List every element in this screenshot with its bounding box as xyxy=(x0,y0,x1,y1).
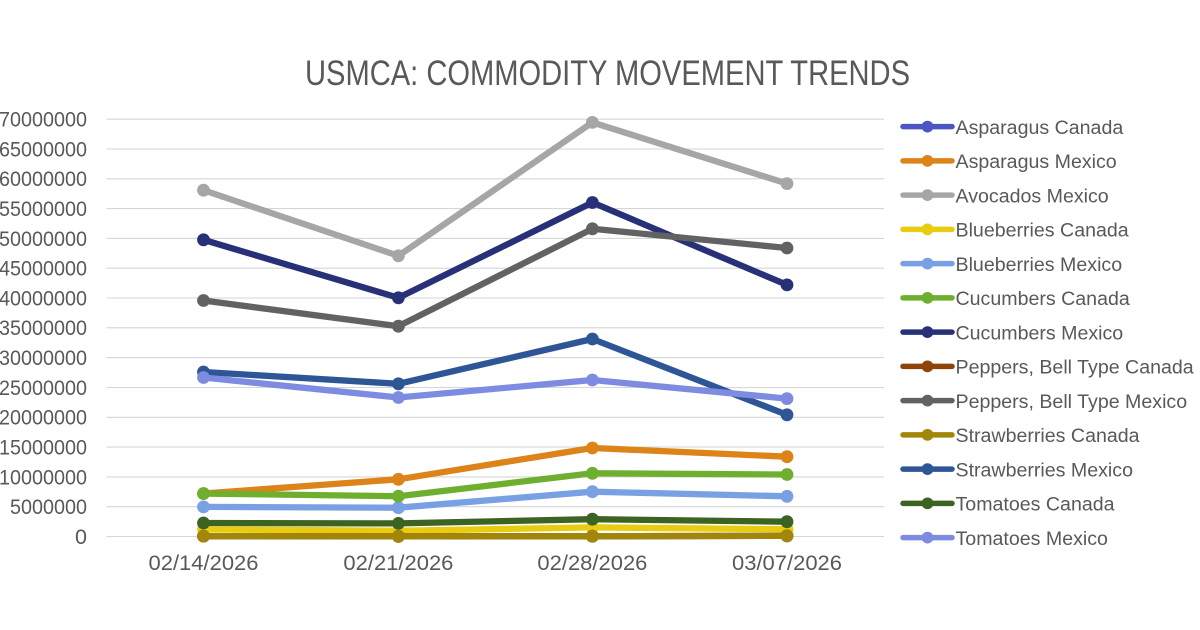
svg-text:Strawberries Mexico: Strawberries Mexico xyxy=(956,459,1134,481)
svg-text:50000000: 50000000 xyxy=(0,227,87,251)
svg-text:65000000: 65000000 xyxy=(0,137,87,161)
svg-text:60000000: 60000000 xyxy=(0,167,87,191)
svg-text:55000000: 55000000 xyxy=(0,197,87,221)
svg-text:Peppers, Bell Type Canada: Peppers, Bell Type Canada xyxy=(956,357,1194,379)
svg-text:02/28/2026: 02/28/2026 xyxy=(537,551,647,575)
svg-text:Asparagus Canada: Asparagus Canada xyxy=(956,117,1124,139)
svg-text:5000000: 5000000 xyxy=(10,495,87,519)
svg-text:Asparagus Mexico: Asparagus Mexico xyxy=(956,151,1117,173)
svg-text:Blueberries Mexico: Blueberries Mexico xyxy=(956,254,1123,276)
svg-text:Cucumbers Mexico: Cucumbers Mexico xyxy=(956,322,1124,344)
svg-text:Tomatoes Canada: Tomatoes Canada xyxy=(956,494,1115,516)
svg-text:25000000: 25000000 xyxy=(0,376,87,400)
svg-text:35000000: 35000000 xyxy=(0,316,87,340)
svg-text:Tomatoes Mexico: Tomatoes Mexico xyxy=(956,528,1109,550)
svg-text:15000000: 15000000 xyxy=(0,436,87,460)
svg-text:70000000: 70000000 xyxy=(0,108,87,132)
svg-text:30000000: 30000000 xyxy=(0,346,87,370)
svg-text:Strawberries Canada: Strawberries Canada xyxy=(956,425,1140,447)
svg-text:40000000: 40000000 xyxy=(0,286,87,310)
svg-text:Cucumbers Canada: Cucumbers Canada xyxy=(956,288,1130,310)
svg-text:03/07/2026: 03/07/2026 xyxy=(732,551,842,575)
svg-text:0: 0 xyxy=(75,525,87,549)
svg-text:Avocados Mexico: Avocados Mexico xyxy=(956,185,1109,207)
svg-text:10000000: 10000000 xyxy=(0,465,87,489)
svg-text:02/21/2026: 02/21/2026 xyxy=(343,551,453,575)
svg-text:USMCA: COMMODITY MOVEMENT TREN: USMCA: COMMODITY MOVEMENT TRENDS xyxy=(305,53,910,93)
svg-text:02/14/2026: 02/14/2026 xyxy=(149,551,259,575)
svg-text:45000000: 45000000 xyxy=(0,257,87,281)
svg-text:Blueberries Canada: Blueberries Canada xyxy=(956,220,1129,242)
svg-text:20000000: 20000000 xyxy=(0,406,87,430)
svg-text:Peppers, Bell Type Mexico: Peppers, Bell Type Mexico xyxy=(956,391,1188,413)
